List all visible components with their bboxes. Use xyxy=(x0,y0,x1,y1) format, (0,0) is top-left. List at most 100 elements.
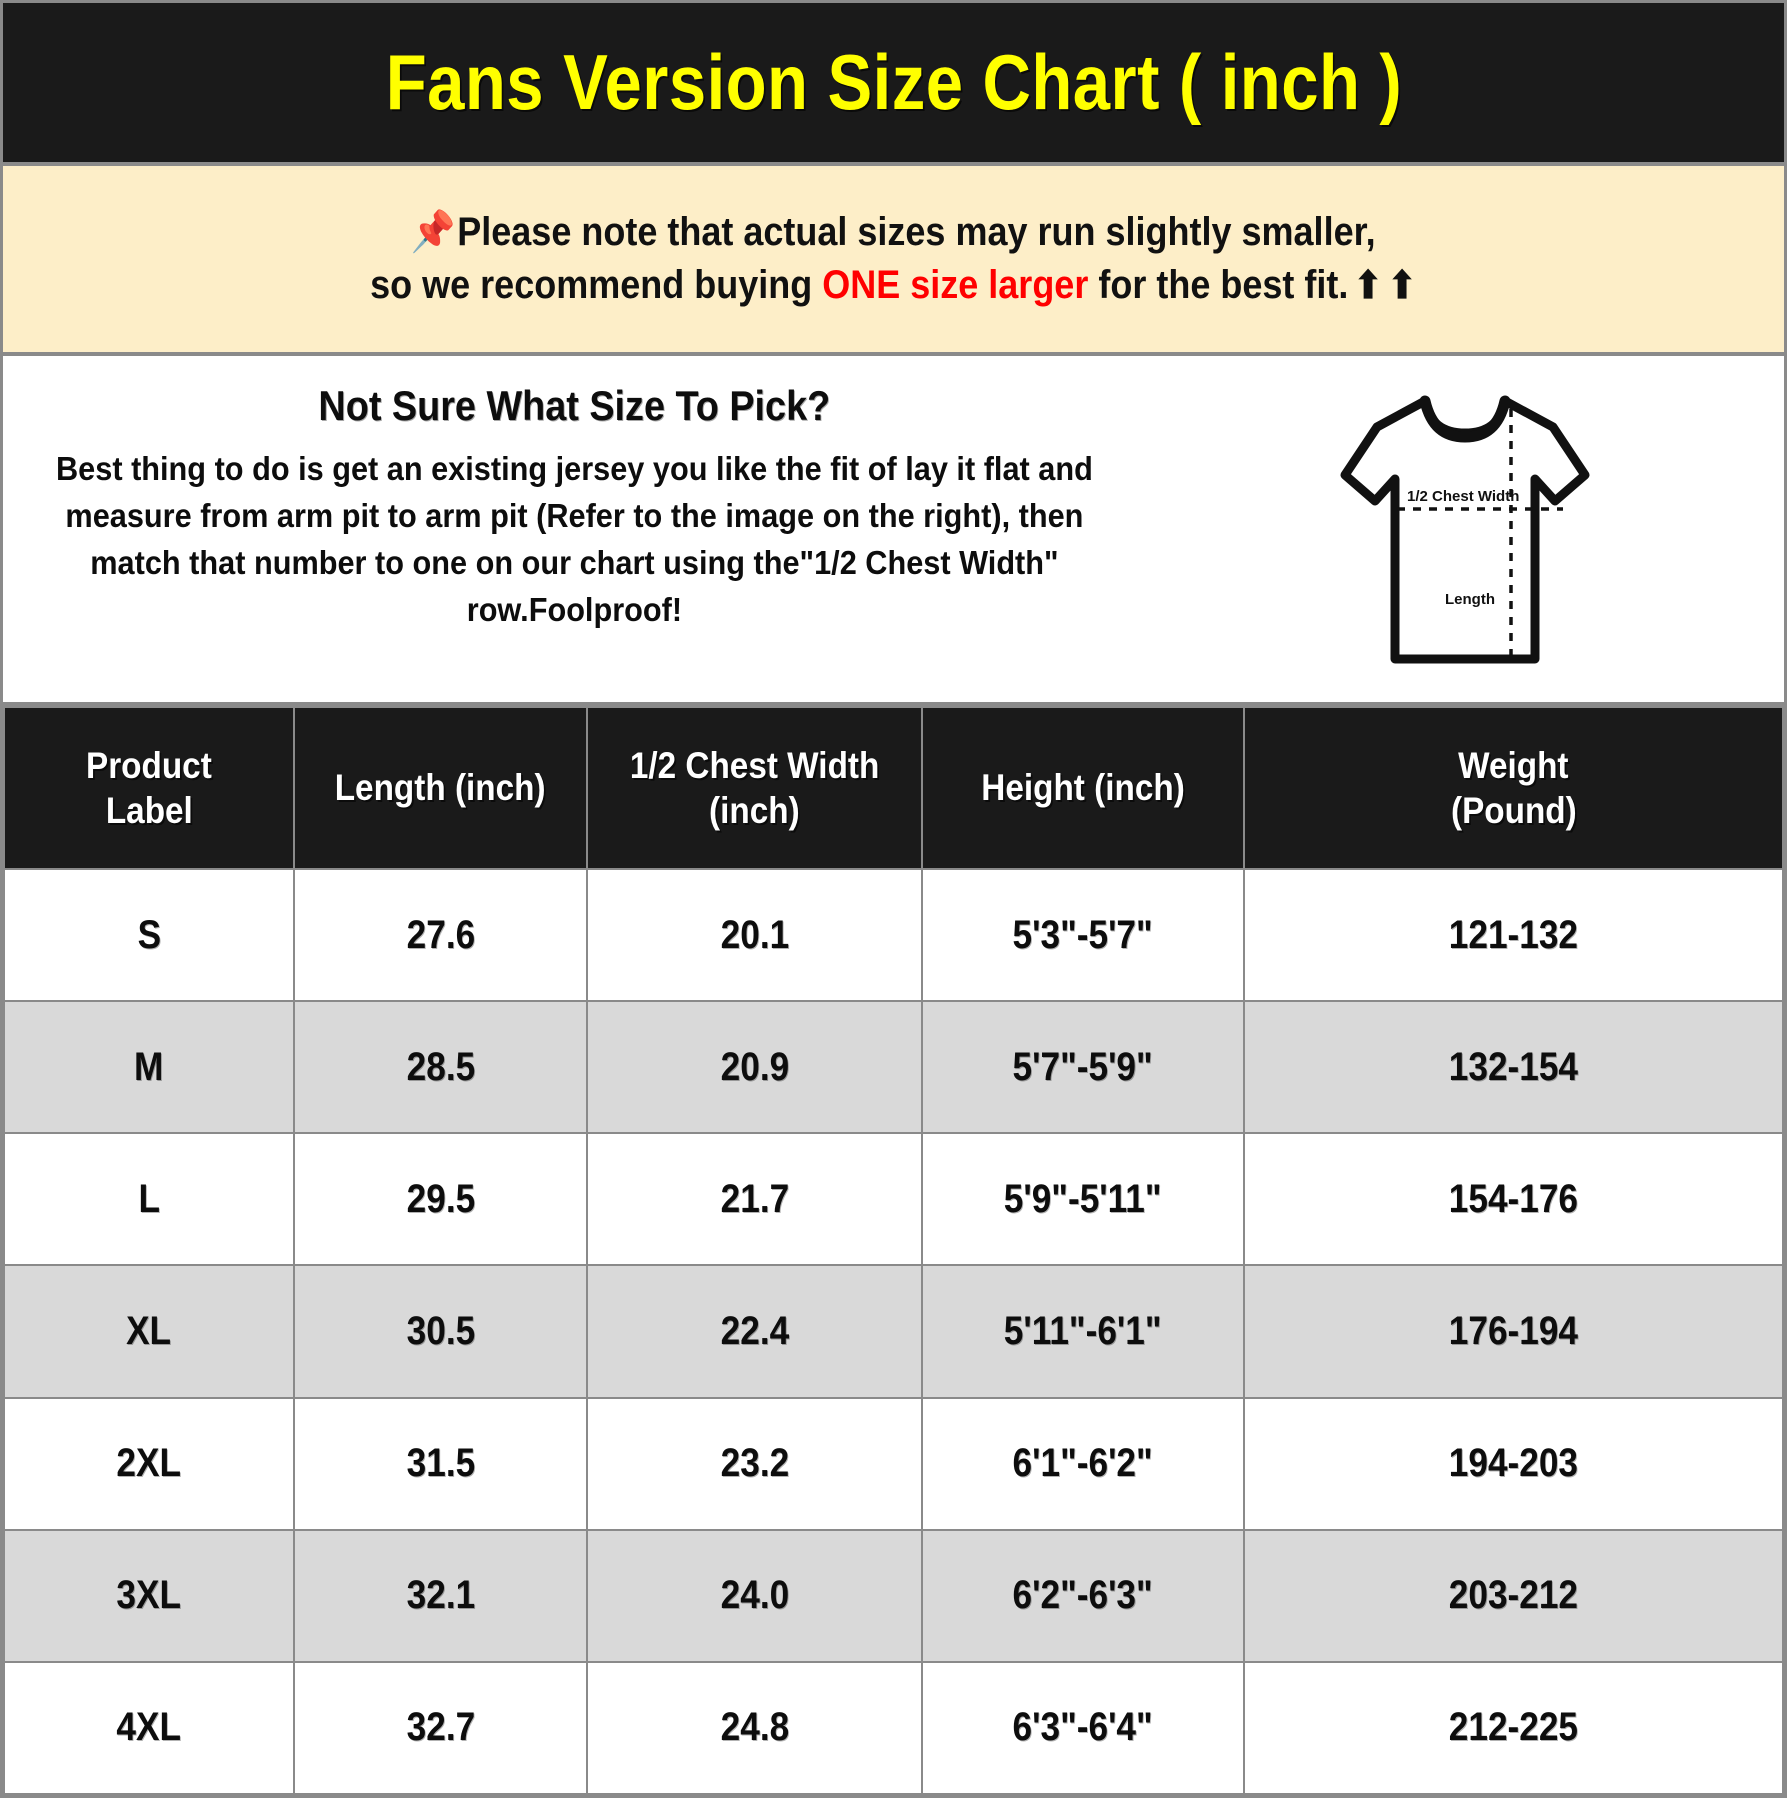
title-banner: Fans Version Size Chart ( inch ) xyxy=(3,3,1784,166)
value-weight: 194-203 xyxy=(1448,1441,1579,1486)
cell-half-chest: 21.7 xyxy=(586,1132,923,1267)
note-line-2-suffix: for the best fit. xyxy=(1088,263,1349,307)
cell-product-label: L xyxy=(3,1132,295,1267)
info-text-block: Not Sure What Size To Pick? Best thing t… xyxy=(3,356,1146,702)
table-header: Product Label Length (inch) 1/2 Chest Wi… xyxy=(3,706,1784,870)
value-weight: 132-154 xyxy=(1448,1044,1579,1089)
cell-length: 32.1 xyxy=(293,1528,588,1663)
cell-length: 30.5 xyxy=(293,1264,588,1399)
value-half-chest: 23.2 xyxy=(720,1441,789,1486)
chest-width-label: 1/2 Chest Width xyxy=(1407,488,1519,505)
value-height: 5'11"-6'1" xyxy=(1004,1308,1162,1353)
note-highlight: ONE size larger xyxy=(822,263,1089,307)
tshirt-collar xyxy=(1419,395,1511,443)
cell-height: 5'7"-5'9" xyxy=(921,1000,1245,1135)
cell-length: 31.5 xyxy=(293,1396,588,1531)
value-product-label: 2XL xyxy=(116,1441,182,1486)
cell-weight: 176-194 xyxy=(1243,1264,1784,1399)
value-weight: 212-225 xyxy=(1448,1705,1579,1750)
table-row: L 29.5 21.7 5'9"-5'11" 154-176 xyxy=(3,1132,1784,1267)
value-length: 32.1 xyxy=(406,1573,475,1618)
cell-product-label: 4XL xyxy=(3,1660,295,1795)
pushpin-icon: 📌 xyxy=(410,210,456,255)
value-height: 6'2"-6'3" xyxy=(1012,1573,1154,1618)
size-table: Product Label Length (inch) 1/2 Chest Wi… xyxy=(3,706,1784,1795)
value-half-chest: 21.7 xyxy=(720,1176,789,1221)
column-header-height-line1: Height (inch) xyxy=(981,767,1185,809)
value-product-label: M xyxy=(134,1044,164,1089)
table-row: 2XL 31.5 23.2 6'1"-6'2" 194-203 xyxy=(3,1396,1784,1531)
page-title: Fans Version Size Chart ( inch ) xyxy=(385,38,1402,126)
arrow-up-icon-1: ⬆ xyxy=(1353,265,1383,307)
table-row: 3XL 32.1 24.0 6'2"-6'3" 203-212 xyxy=(3,1528,1784,1663)
shirt-diagram: 1/2 Chest Width Length xyxy=(1146,356,1784,702)
value-product-label: 3XL xyxy=(116,1573,182,1618)
cell-weight: 203-212 xyxy=(1243,1528,1784,1663)
value-height: 6'3"-6'4" xyxy=(1012,1705,1154,1750)
cell-half-chest: 22.4 xyxy=(586,1264,923,1399)
info-body-line-1: Best thing to do is get an existing jers… xyxy=(56,450,1093,487)
info-heading: Not Sure What Size To Pick? xyxy=(318,382,831,429)
cell-product-label: 2XL xyxy=(3,1396,295,1531)
cell-product-label: 3XL xyxy=(3,1528,295,1663)
column-header-product-label: Product Label xyxy=(3,706,295,870)
value-half-chest: 24.8 xyxy=(720,1705,789,1750)
cell-height: 6'3"-6'4" xyxy=(921,1660,1245,1795)
note-line-2: so we recommend buying ONE size larger f… xyxy=(370,259,1416,312)
note-band: 📌Please note that actual sizes may run s… xyxy=(3,166,1784,356)
table-row: S 27.6 20.1 5'3"-5'7" 121-132 xyxy=(3,867,1784,1003)
cell-height: 6'2"-6'3" xyxy=(921,1528,1245,1663)
value-length: 28.5 xyxy=(406,1044,475,1089)
column-header-length: Length (inch) xyxy=(293,706,588,870)
length-label: Length xyxy=(1445,591,1495,608)
cell-height: 5'11"-6'1" xyxy=(921,1264,1245,1399)
value-length: 30.5 xyxy=(406,1308,475,1353)
value-height: 5'9"-5'11" xyxy=(1004,1176,1162,1221)
value-product-label: S xyxy=(137,912,161,957)
column-header-half-chest-width-line1: 1/2 Chest Width xyxy=(629,744,880,786)
cell-length: 32.7 xyxy=(293,1660,588,1795)
info-body-line-3: match that number to one on our chart us… xyxy=(90,543,1059,581)
value-product-label: L xyxy=(138,1176,160,1221)
column-header-half-chest-width: 1/2 Chest Width (inch) xyxy=(586,706,923,870)
table-row: XL 30.5 22.4 5'11"-6'1" 176-194 xyxy=(3,1264,1784,1399)
table-header-row: Product Label Length (inch) 1/2 Chest Wi… xyxy=(3,706,1784,870)
cell-height: 5'9"-5'11" xyxy=(921,1132,1245,1267)
value-length: 31.5 xyxy=(406,1441,475,1486)
cell-height: 6'1"-6'2" xyxy=(921,1396,1245,1531)
value-half-chest: 24.0 xyxy=(720,1573,789,1618)
column-header-weight-line2: (Pound) xyxy=(1450,790,1577,831)
cell-length: 28.5 xyxy=(293,1000,588,1135)
note-line-2-prefix: so we recommend buying xyxy=(370,263,823,307)
cell-half-chest: 23.2 xyxy=(586,1396,923,1531)
tshirt-icon: 1/2 Chest Width Length xyxy=(1340,395,1590,664)
value-height: 5'3"-5'7" xyxy=(1012,912,1154,957)
value-weight: 176-194 xyxy=(1448,1308,1579,1353)
cell-length: 29.5 xyxy=(293,1132,588,1267)
cell-weight: 154-176 xyxy=(1243,1132,1784,1267)
cell-weight: 121-132 xyxy=(1243,867,1784,1003)
info-body-line-2: measure from arm pit to arm pit (Refer t… xyxy=(65,496,1084,534)
arrow-up-icon-2: ⬆ xyxy=(1388,265,1417,307)
column-header-height: Height (inch) xyxy=(921,706,1245,870)
cell-half-chest: 24.8 xyxy=(586,1660,923,1795)
table-row: 4XL 32.7 24.8 6'3"-6'4" 212-225 xyxy=(3,1660,1784,1795)
column-header-length-line1: Length (inch) xyxy=(335,767,546,809)
column-header-product-label-line1: Product xyxy=(86,744,212,786)
cell-product-label: XL xyxy=(3,1264,295,1399)
value-weight: 203-212 xyxy=(1448,1573,1579,1618)
column-header-product-label-line2: Label xyxy=(105,790,193,831)
cell-half-chest: 20.1 xyxy=(586,867,923,1003)
cell-length: 27.6 xyxy=(293,867,588,1003)
value-weight: 121-132 xyxy=(1448,912,1579,957)
column-header-weight: Weight (Pound) xyxy=(1243,706,1784,870)
info-body: Best thing to do is get an existing jers… xyxy=(56,446,1093,633)
cell-height: 5'3"-5'7" xyxy=(921,867,1245,1003)
value-half-chest: 20.9 xyxy=(720,1044,789,1089)
cell-product-label: M xyxy=(3,1000,295,1135)
cell-weight: 212-225 xyxy=(1243,1660,1784,1795)
cell-product-label: S xyxy=(3,867,295,1003)
cell-half-chest: 24.0 xyxy=(586,1528,923,1663)
value-length: 32.7 xyxy=(406,1705,475,1750)
